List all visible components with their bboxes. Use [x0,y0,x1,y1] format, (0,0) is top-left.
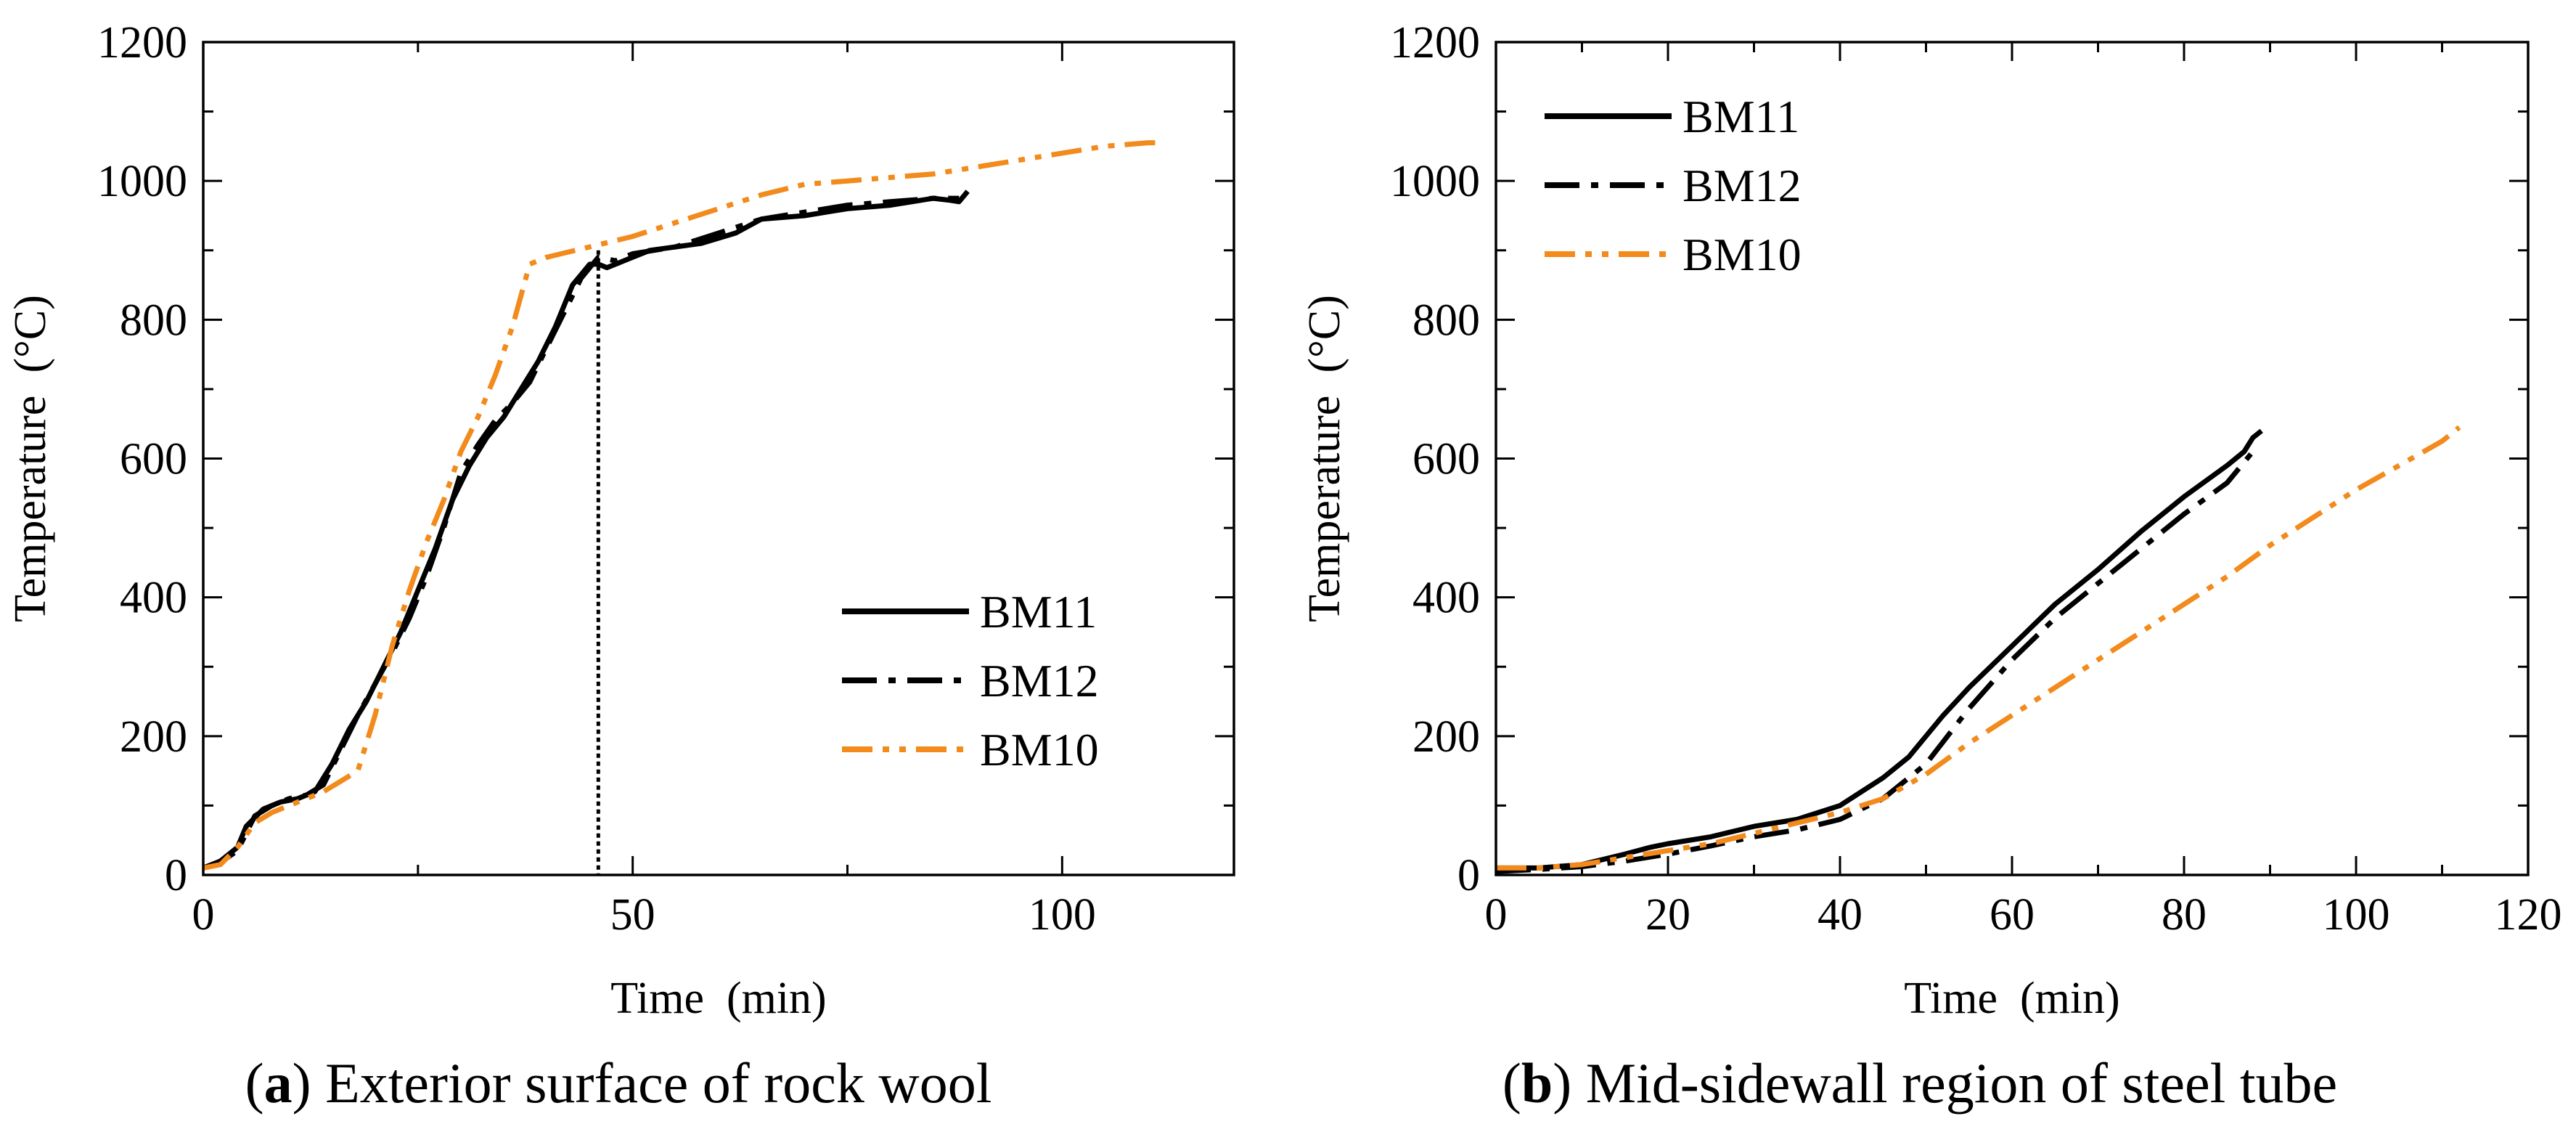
x-tick-label: 100 [2323,890,2390,940]
legend-label-bm12: BM12 [980,655,1099,706]
y-tick-label: 1000 [97,157,187,206]
x-tick-label: 20 [1645,890,1690,940]
y-tick-label: 800 [120,296,187,345]
caption-letter: a [264,1051,293,1115]
series-line-bm11 [1496,428,2263,871]
y-tick-label: 1200 [1390,18,1480,68]
caption-open-paren: ( [1502,1051,1521,1115]
caption-letter: b [1521,1051,1553,1115]
legend: BM11 BM12 BM10 [842,586,1099,775]
plot-frame [202,41,1235,876]
panel-caption: (b) Mid-sidewall region of steel tube [1502,1051,2337,1115]
x-tick-label: 80 [2162,890,2207,940]
legend-label-bm11: BM11 [1682,91,1799,142]
x-axis-label: Time (min) [1904,974,2119,1023]
x-axis-label: Time (min) [610,974,826,1023]
y-tick-label: 400 [120,574,187,623]
y-tick-label: 0 [1457,851,1480,900]
legend-label-bm10: BM10 [980,724,1099,775]
legend: BM11 BM12 BM10 [1545,91,1802,280]
panel-caption: (a) Exterior surface of rock wool [245,1051,992,1115]
x-tick-label: 50 [610,890,655,940]
legend-label-bm10: BM10 [1682,229,1802,280]
y-tick-label: 400 [1412,574,1480,623]
y-tick-label: 200 [1412,712,1480,762]
series-line-bm12 [202,195,960,871]
caption-text: ) Exterior surface of rock wool [293,1051,992,1115]
legend-label-bm12: BM12 [1682,160,1802,211]
y-tick-label: 1200 [97,18,187,68]
y-tick-label: 1000 [1390,157,1480,206]
x-tick-label: 120 [2495,890,2562,940]
x-tick-label: 0 [192,890,215,940]
caption-text: ) Mid-sidewall region of steel tube [1553,1051,2337,1115]
y-tick-label: 200 [120,712,187,762]
caption-open-paren: ( [245,1051,264,1115]
x-tick-label: 40 [1817,890,1863,940]
series-line-bm10 [1496,425,2461,871]
legend-label-bm11: BM11 [980,586,1097,638]
panel-b: 0 20 40 60 80 100 120020040060080010001200BM11… [1300,18,2562,1115]
x-tick-label: 100 [1029,890,1096,940]
y-tick-label: 0 [165,851,187,900]
y-tick-label: 600 [120,435,187,484]
x-tick-label: 0 [1485,890,1508,940]
y-axis-label: Temperature (°C) [6,295,55,622]
x-tick-label: 60 [1990,890,2035,940]
y-axis-label: Temperature (°C) [1300,295,1349,622]
plot-frame [1495,41,2530,876]
y-tick-label: 800 [1412,296,1480,345]
panel-a: 0 50 100020040060080010001200BM11BM12BM10T… [6,18,1235,1115]
y-tick-label: 600 [1412,435,1480,484]
